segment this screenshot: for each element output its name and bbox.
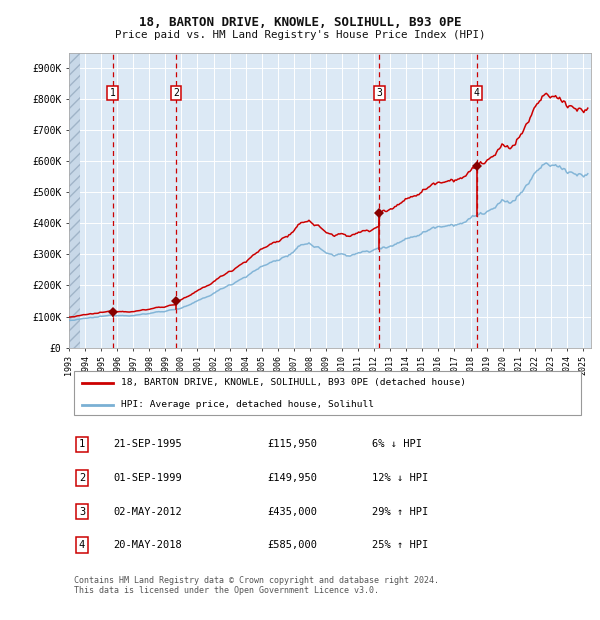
Text: 6% ↓ HPI: 6% ↓ HPI: [372, 440, 422, 450]
Text: 18, BARTON DRIVE, KNOWLE, SOLIHULL, B93 0PE (detached house): 18, BARTON DRIVE, KNOWLE, SOLIHULL, B93 …: [121, 378, 466, 387]
Text: 21-SEP-1995: 21-SEP-1995: [113, 440, 182, 450]
Text: £435,000: £435,000: [268, 507, 317, 516]
Text: 01-SEP-1999: 01-SEP-1999: [113, 473, 182, 483]
Text: 2: 2: [173, 88, 179, 98]
Text: 1: 1: [110, 88, 116, 98]
Text: 29% ↑ HPI: 29% ↑ HPI: [372, 507, 428, 516]
Text: 1: 1: [79, 440, 85, 450]
Text: 3: 3: [79, 507, 85, 516]
Text: 12% ↓ HPI: 12% ↓ HPI: [372, 473, 428, 483]
Text: 4: 4: [79, 540, 85, 550]
Text: Price paid vs. HM Land Registry's House Price Index (HPI): Price paid vs. HM Land Registry's House …: [115, 30, 485, 40]
Text: 2: 2: [79, 473, 85, 483]
Text: 02-MAY-2012: 02-MAY-2012: [113, 507, 182, 516]
Text: 20-MAY-2018: 20-MAY-2018: [113, 540, 182, 550]
Text: £149,950: £149,950: [268, 473, 317, 483]
Text: £115,950: £115,950: [268, 440, 317, 450]
FancyBboxPatch shape: [74, 371, 581, 415]
Text: HPI: Average price, detached house, Solihull: HPI: Average price, detached house, Soli…: [121, 400, 374, 409]
Text: 18, BARTON DRIVE, KNOWLE, SOLIHULL, B93 0PE: 18, BARTON DRIVE, KNOWLE, SOLIHULL, B93 …: [139, 16, 461, 29]
Text: 3: 3: [377, 88, 382, 98]
Text: £585,000: £585,000: [268, 540, 317, 550]
Text: 4: 4: [474, 88, 479, 98]
Text: Contains HM Land Registry data © Crown copyright and database right 2024.
This d: Contains HM Land Registry data © Crown c…: [74, 576, 439, 595]
Text: 25% ↑ HPI: 25% ↑ HPI: [372, 540, 428, 550]
